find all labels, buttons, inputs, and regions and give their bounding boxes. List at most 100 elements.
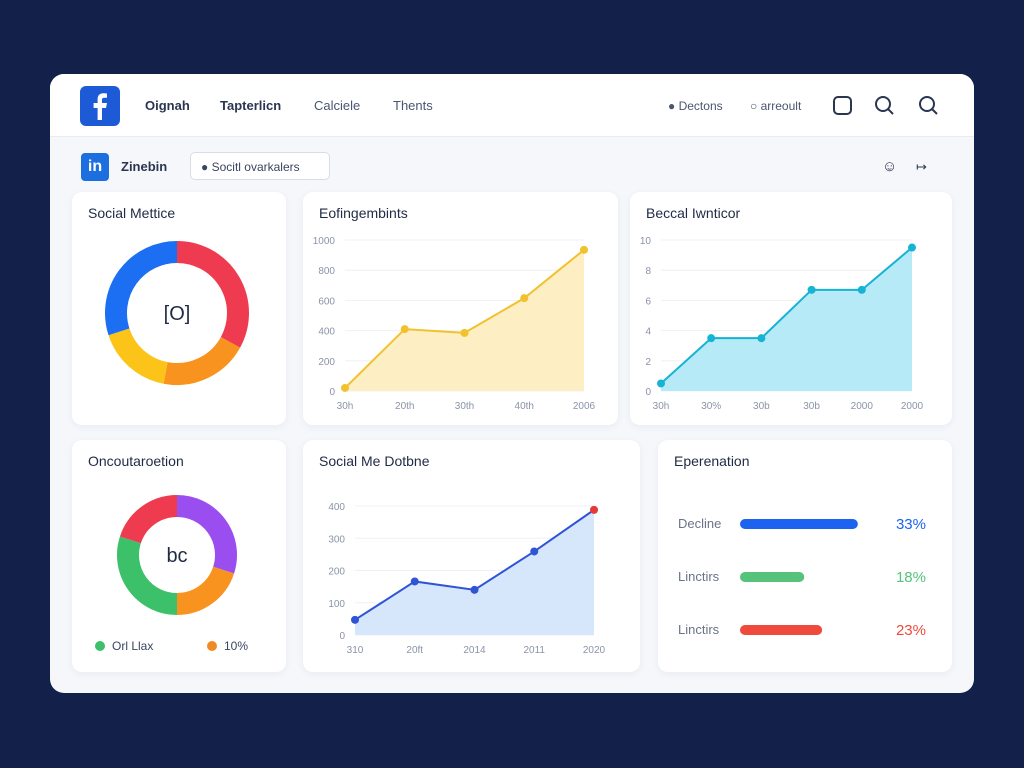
donut-segment [176,495,237,574]
point [757,334,766,343]
bar-label: Linctirs [678,569,720,584]
x-tick-label: 30h [337,401,354,412]
chart: Social Me Dotbne 0 100 200 300 400 310 20ft 2014… [319,453,606,656]
x-tick-label: 2006 [573,401,596,412]
y-tick-label: 600 [318,296,335,307]
bar [740,519,858,529]
line [660,246,913,385]
point [410,577,419,586]
icon[interactable] [919,96,935,112]
legend-label: 10% [224,639,248,653]
y-tick-label: 400 [328,502,345,513]
x-tick-label: 20ft [406,645,423,656]
y-tick-label: 4 [645,327,651,338]
y-tick-label: 2 [645,357,651,368]
chart: Oncoutaroetion bc Orl Llax 10% [88,453,248,653]
area [345,249,584,391]
filter-chip[interactable]: ● Socitl ovarkalers [190,152,330,180]
x-tick-label: 40th [515,401,534,412]
y-tick-label: 0 [645,387,651,398]
donut-segment [117,536,178,615]
x-tick-label: 2011 [523,645,545,656]
point [530,547,539,556]
bar-label: Decline [678,516,721,531]
chart: Beccal Iwnticor 0 2 4 6 8 10 30h 30% 30b 30b 2000 20… [640,205,924,412]
center-label: bc [166,545,187,567]
nav-link[interactable]: Calciele [314,98,361,113]
logo[interactable] [80,86,120,126]
y-tick-label: 100 [328,599,345,610]
x-tick-label: 30% [701,401,721,412]
card-title: Eofingembints [319,205,408,221]
nav-link[interactable]: Oignah [145,98,190,113]
donut-segment [119,495,178,544]
x-tick-label: 30b [753,401,770,412]
value-label: 33% [896,516,926,533]
x-tick-label: 310 [347,645,364,656]
dashboard: Oignah Tapterlicn Calciele Thents ● Dect… [50,74,974,693]
card-title: Beccal Iwnticor [646,205,740,221]
chip-text: Socitl ovarkalers [211,160,300,174]
icons [833,96,938,115]
y-tick-label: 6 [645,296,651,307]
donut-segment [163,336,241,385]
point [807,285,816,294]
point [351,615,359,624]
point [857,285,866,294]
chart: Eofingembints 0 200 400 600 800 1000 30h 20th 30t… [313,205,596,412]
x-tick-label: 2014 [463,645,486,656]
icon[interactable]: ↦ [916,159,927,174]
card-title: Social Me Dotbne [319,453,430,469]
value-label: 18% [896,569,926,586]
point [657,379,665,388]
point [908,243,916,252]
chart: Eperenation Decline 33% Linctirs 18% Linctirs… [674,453,926,639]
icon[interactable]: ☺ [882,158,898,175]
point [400,325,409,334]
y-tick-label: 0 [339,631,345,642]
point [341,383,349,392]
nav-action-text: Dectons [678,99,723,113]
nav-action-text: arreoult [760,99,802,113]
nav-action[interactable]: ● Dectons [668,99,723,113]
x-tick-label: 2020 [583,645,606,656]
icon[interactable] [875,96,891,112]
card-title: Oncoutaroetion [88,453,184,469]
area [355,509,594,635]
donut-segment [176,566,235,615]
nav-link[interactable]: Tapterlicn [220,98,282,113]
x-tick-label: 20th [395,401,414,412]
legend-swatch [95,641,105,651]
card: Social Mettice [O] [72,192,286,425]
card: Eofingembints 0 200 400 600 800 1000 30h 20th 30t… [303,192,618,425]
donut-segment [176,241,249,348]
workspace-name: Zinebin [121,159,168,174]
center-label: [O] [164,303,191,325]
card: Beccal Iwnticor 0 2 4 6 8 10 30h 30% 30b 30b 2000 20… [630,192,952,425]
nav-action[interactable]: ○ arreoult [750,99,802,113]
icon[interactable] [833,96,852,115]
y-tick-label: 1000 [313,236,336,247]
card: Eperenation Decline 33% Linctirs 18% Linctirs… [658,440,952,672]
point [520,294,529,303]
nav-link[interactable]: Thents [393,98,433,113]
card-title: Eperenation [674,453,750,469]
card-title: Social Mettice [88,205,175,221]
donut-segment [108,328,169,384]
bar [740,572,805,582]
y-tick-label: 0 [329,387,335,398]
card: Oncoutaroetion bc Orl Llax 10% [72,440,286,672]
y-tick-label: 800 [318,266,335,277]
legend-swatch [207,641,217,651]
legend-label: Orl Llax [112,639,153,653]
point [707,334,716,343]
y-tick-label: 8 [645,266,651,277]
point [590,505,598,514]
point [580,245,588,254]
y-tick-label: 10 [640,236,652,247]
x-tick-label: 30h [653,401,670,412]
point [460,328,469,337]
card: Social Me Dotbne 0 100 200 300 400 310 20ft 2014… [303,440,640,672]
y-tick-label: 200 [328,567,345,578]
